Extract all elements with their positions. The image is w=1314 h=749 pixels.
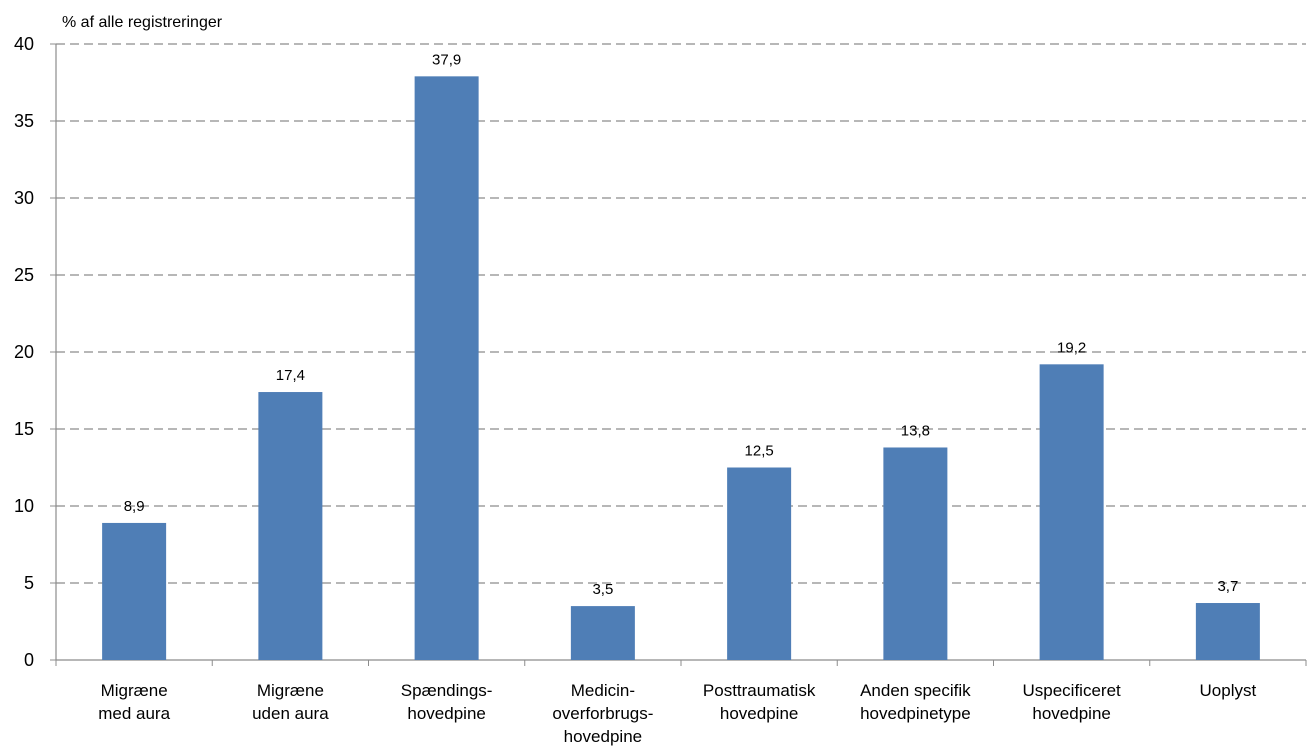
axes — [50, 43, 1307, 666]
x-category-label-8: Uoplyst — [1200, 681, 1257, 700]
x-category-label-line: Migræne — [257, 681, 324, 700]
grid-lines — [56, 43, 1306, 584]
y-tick-label: 15 — [14, 419, 34, 439]
data-label-7: 19,2 — [1057, 339, 1086, 356]
y-tick-label: 25 — [14, 265, 34, 285]
x-category-label-line: uden aura — [252, 704, 329, 723]
bar-3 — [414, 76, 479, 661]
x-category-label-line: Migræne — [101, 681, 168, 700]
x-category-label-line: overforbrugs- — [552, 704, 653, 723]
y-tick-label: 20 — [14, 342, 34, 362]
x-category-label-5: Posttraumatisk hovedpine — [703, 681, 816, 723]
bar-4 — [570, 606, 635, 660]
labels: 0 5 10 15 20 25 30 35 40 8,9 Migræne med aura 17,4 Mi… — [14, 34, 1257, 746]
x-category-label-line: hovedpine — [564, 727, 642, 746]
x-category-label-line: med aura — [98, 704, 170, 723]
y-tick-label: 5 — [24, 573, 34, 593]
x-category-label-line: Anden specifik — [860, 681, 971, 700]
data-label-5: 12,5 — [745, 443, 774, 460]
y-tick-label: 0 — [24, 650, 34, 670]
x-category-label-line: hovedpine — [720, 704, 798, 723]
x-category-label-1: Migræne med aura — [98, 681, 170, 723]
x-category-label-line: Posttraumatisk — [703, 681, 816, 700]
x-category-label-2: Migræne uden aura — [252, 681, 329, 723]
x-category-label-line: Uoplyst — [1200, 681, 1257, 700]
y-tick-label: 10 — [14, 496, 34, 516]
data-label-1: 8,9 — [124, 498, 145, 515]
x-category-label-line: Spændings- — [401, 681, 493, 700]
x-category-label-line: hovedpine — [407, 704, 485, 723]
x-category-label-line: Medicin- — [571, 681, 635, 700]
bar-8 — [1195, 603, 1260, 660]
bar-1 — [102, 522, 167, 660]
data-label-2: 17,4 — [276, 367, 305, 384]
x-category-label-4: Medicin-overforbrugs-hovedpine — [552, 681, 653, 746]
y-tick-label: 35 — [14, 111, 34, 131]
data-label-6: 13,8 — [901, 422, 930, 439]
data-label-3: 37,9 — [432, 51, 461, 68]
bar-7 — [1039, 364, 1104, 660]
x-category-label-7: Uspecificeret hovedpine — [1022, 681, 1121, 723]
bar-6 — [883, 447, 948, 660]
data-label-4: 3,5 — [592, 581, 613, 598]
data-label-8: 3,7 — [1217, 578, 1238, 595]
y-tick-label: 30 — [14, 188, 34, 208]
x-category-label-6: Anden specifik hovedpinetype — [860, 681, 971, 723]
y-tick-label: 40 — [14, 34, 34, 54]
x-category-label-line: Uspecificeret — [1022, 681, 1121, 700]
y-axis-unit-label: % af alle registreringer — [62, 14, 223, 31]
bars — [102, 76, 1260, 661]
x-category-label-line: hovedpinetype — [860, 704, 971, 723]
bar-2 — [258, 392, 323, 660]
x-category-label-3: Spændings-hovedpine — [401, 681, 493, 723]
x-category-label-line: hovedpine — [1032, 704, 1110, 723]
bar-5 — [727, 467, 792, 660]
